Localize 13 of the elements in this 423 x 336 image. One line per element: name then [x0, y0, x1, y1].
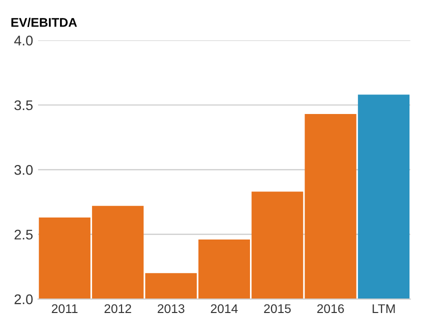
x-tick-label: 2014	[210, 304, 238, 314]
y-tick-label: 3.0	[14, 165, 33, 175]
y-tick-label: 3.5	[14, 100, 33, 110]
x-tick-label: 2012	[104, 304, 132, 314]
y-tick-label: 2.0	[14, 294, 33, 304]
x-tick-label: 2015	[264, 304, 291, 314]
x-tick-label: 2011	[52, 304, 78, 314]
chart-title: EV/EBITDA	[11, 18, 77, 27]
x-tick-label: 2013	[158, 304, 184, 314]
y-tick-label: 4.0	[14, 36, 33, 46]
x-tick-label: 2016	[317, 304, 344, 314]
x-tick-label: LTM	[372, 304, 395, 313]
y-tick-label: 2.5	[14, 230, 33, 240]
